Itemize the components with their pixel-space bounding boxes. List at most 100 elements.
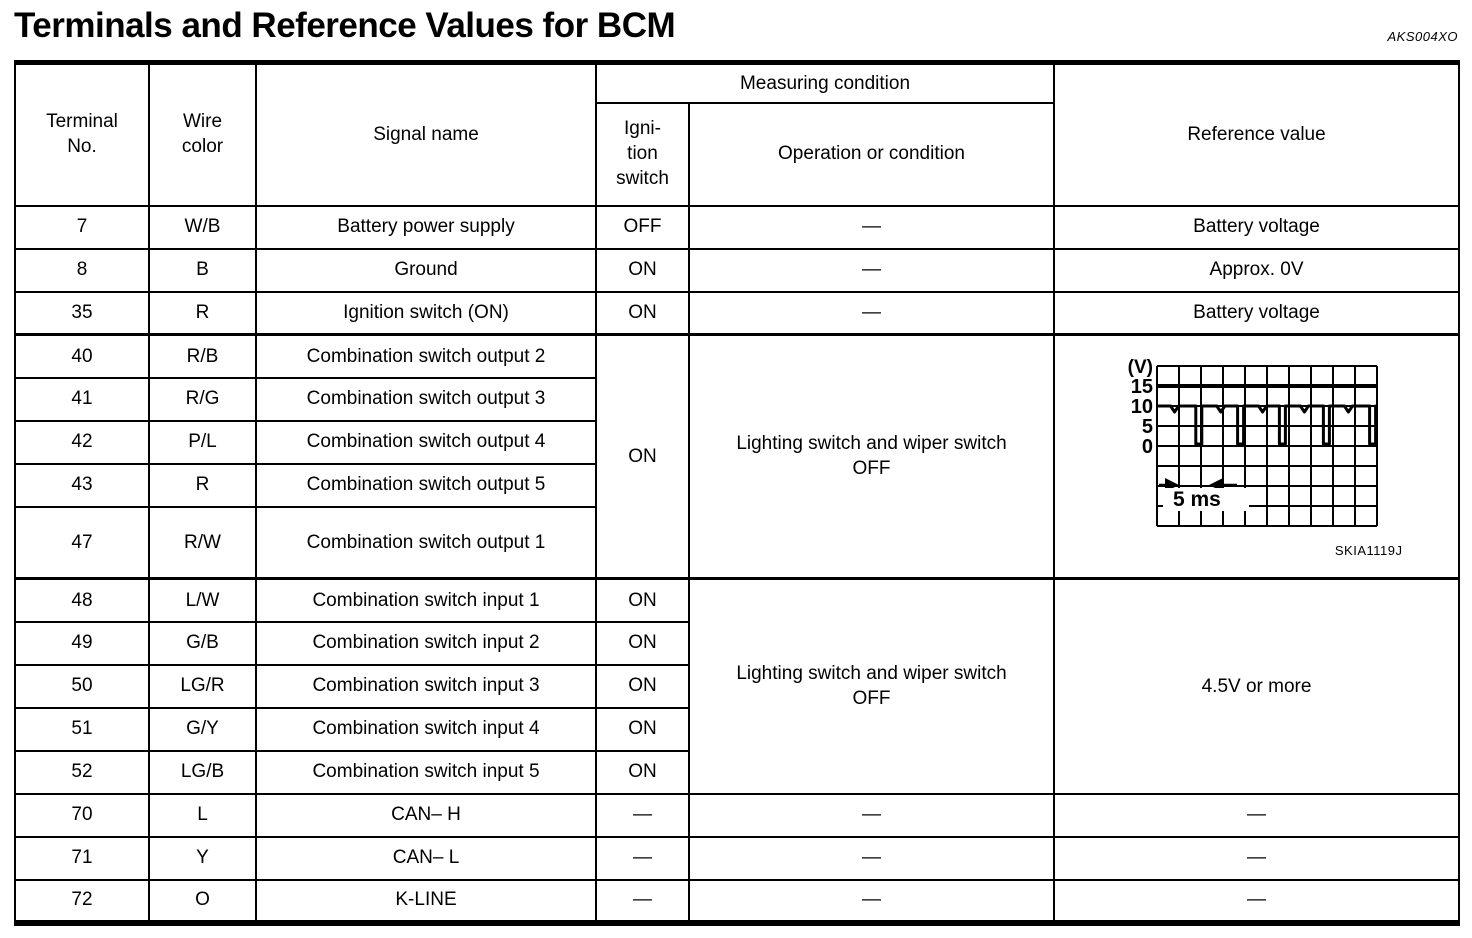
table-row-terminal-8: 8 B Ground ON — Approx. 0V <box>14 247 1461 293</box>
table-row-terminal-7: 7 W/B Battery power supply OFF — Battery… <box>14 204 1461 250</box>
wire-color-cell: R <box>148 462 257 508</box>
waveform-caption: SKIA1119J <box>1334 543 1403 559</box>
operation-cell-shared: Lighting switch and wiper switch OFF <box>687 333 1056 580</box>
wire-color-cell: L <box>148 792 257 838</box>
page-title: Terminals and Reference Values for BCM <box>14 6 676 45</box>
col-header-measuring-condition: Measuring condition <box>594 61 1056 104</box>
wire-color-cell: R/W <box>148 505 257 580</box>
wire-color-cell: Y <box>148 835 257 881</box>
terminal-cell: 52 <box>14 749 150 795</box>
terminal-cell: 40 <box>14 333 150 379</box>
wire-color-cell: O <box>148 878 257 924</box>
reference-cell-shared: 4.5V or more <box>1053 577 1461 795</box>
operation-cell: — <box>687 204 1056 250</box>
table-row-terminal-70: 70 L CAN– H — — — <box>14 792 1461 838</box>
terminal-cell: 50 <box>14 663 150 709</box>
wire-color-cell: P/L <box>148 419 257 465</box>
col-header-operation-condition: Operation or condition <box>687 101 1056 207</box>
wire-color-cell: R/B <box>148 333 257 379</box>
signal-cell: Combination switch input 2 <box>255 620 597 666</box>
signal-cell: Combination switch output 1 <box>255 505 597 580</box>
signal-cell: Combination switch output 5 <box>255 462 597 508</box>
col-header-wire-color: Wire color <box>148 61 257 207</box>
signal-cell: Battery power supply <box>255 204 597 250</box>
operation-cell: — <box>687 247 1056 293</box>
figure-code: AKS004XO <box>1387 29 1458 45</box>
reference-cell: Battery voltage <box>1053 290 1461 336</box>
wire-color-cell: R/G <box>148 376 257 422</box>
page-header: Terminals and Reference Values for BCM A… <box>14 6 1458 46</box>
table-row-terminal-47: 47 R/W Combination switch output 1 <box>14 505 1459 580</box>
wire-color-cell: W/B <box>148 204 257 250</box>
reference-cell-waveform: 5 ms (V) 15 10 5 0 SKIA1119J <box>1053 333 1461 580</box>
col-header-signal-name: Signal name <box>255 61 597 207</box>
table-row-terminal-49: 49 G/B Combination switch input 2 ON <box>14 620 1459 666</box>
table-row-terminal-52: 52 LG/B Combination switch input 5 ON <box>14 749 1459 795</box>
ignition-cell: ON <box>595 577 690 623</box>
oscilloscope-figure: 5 ms (V) 15 10 5 0 SKIA1119J <box>1111 352 1403 558</box>
terminal-cell: 72 <box>14 878 150 924</box>
wire-color-cell: G/Y <box>148 706 257 752</box>
table-row-terminal-35: 35 R Ignition switch (ON) ON — Battery v… <box>14 290 1461 336</box>
wire-color-cell: B <box>148 247 257 293</box>
terminal-cell: 42 <box>14 419 150 465</box>
y-tick-10: 10 <box>1130 396 1152 418</box>
ignition-cell: ON <box>595 663 690 709</box>
reference-cell: — <box>1053 878 1461 924</box>
ignition-cell: ON <box>595 749 690 795</box>
terminal-cell: 49 <box>14 620 150 666</box>
wire-color-cell: LG/B <box>148 749 257 795</box>
table-row-terminal-50: 50 LG/R Combination switch input 3 ON <box>14 663 1459 709</box>
signal-cell: Combination switch input 3 <box>255 663 597 709</box>
terminal-cell: 51 <box>14 706 150 752</box>
ignition-cell: — <box>595 835 690 881</box>
operation-cell: — <box>687 792 1056 838</box>
wire-color-cell: R <box>148 290 257 336</box>
y-tick-15: 15 <box>1130 376 1152 398</box>
col-header-terminal: Terminal No. <box>14 61 150 207</box>
reference-cell: Battery voltage <box>1053 204 1461 250</box>
reference-cell: — <box>1053 792 1461 838</box>
ignition-cell: ON <box>595 620 690 666</box>
operation-cell: — <box>687 878 1056 924</box>
terminal-cell: 41 <box>14 376 150 422</box>
table-row-terminal-43: 43 R Combination switch output 5 <box>14 462 1459 508</box>
signal-cell: Combination switch input 1 <box>255 577 597 623</box>
terminal-cell: 35 <box>14 290 150 336</box>
operation-cell: — <box>687 290 1056 336</box>
operation-cell-shared: Lighting switch and wiper switch OFF <box>687 577 1056 795</box>
terminal-cell: 8 <box>14 247 150 293</box>
operation-cell: — <box>687 835 1056 881</box>
ignition-cell: — <box>595 878 690 924</box>
timebase-label: 5 ms <box>1173 488 1221 511</box>
terminal-cell: 43 <box>14 462 150 508</box>
table-row-terminal-71: 71 Y CAN– L — — — <box>14 835 1461 881</box>
table-row-terminal-72: 72 O K-LINE — — — <box>14 878 1461 924</box>
table-row-terminal-48: 48 L/W Combination switch input 1 ON Lig… <box>14 577 1461 795</box>
terminal-cell: 48 <box>14 577 150 623</box>
signal-cell: Combination switch output 3 <box>255 376 597 422</box>
signal-cell: Ignition switch (ON) <box>255 290 597 336</box>
terminal-cell: 47 <box>14 505 150 580</box>
header-row-2: Igni- tion switch Operation or condition <box>15 101 1459 207</box>
signal-cell: CAN– L <box>255 835 597 881</box>
col-header-ignition-switch: Igni- tion switch <box>595 101 690 207</box>
y-axis-unit-label: (V) <box>1127 357 1152 378</box>
ignition-cell: ON <box>595 290 690 336</box>
ignition-cell: — <box>595 792 690 838</box>
signal-cell: Combination switch input 4 <box>255 706 597 752</box>
signal-cell: Combination switch output 4 <box>255 419 597 465</box>
table-row-terminal-42: 42 P/L Combination switch output 4 <box>14 419 1459 465</box>
timebase-label-backdrop <box>1162 488 1249 512</box>
table-row-terminal-41: 41 R/G Combination switch output 3 <box>14 376 1459 422</box>
wire-color-cell: L/W <box>148 577 257 623</box>
header-row-1: Terminal No. Wire color Signal name Meas… <box>14 61 1461 207</box>
signal-cell: Combination switch output 2 <box>255 333 597 379</box>
ignition-cell-shared: ON <box>595 333 690 580</box>
ignition-cell: ON <box>595 706 690 752</box>
terminal-cell: 7 <box>14 204 150 250</box>
signal-cell: Combination switch input 5 <box>255 749 597 795</box>
terminal-cell: 71 <box>14 835 150 881</box>
wire-color-cell: LG/R <box>148 663 257 709</box>
